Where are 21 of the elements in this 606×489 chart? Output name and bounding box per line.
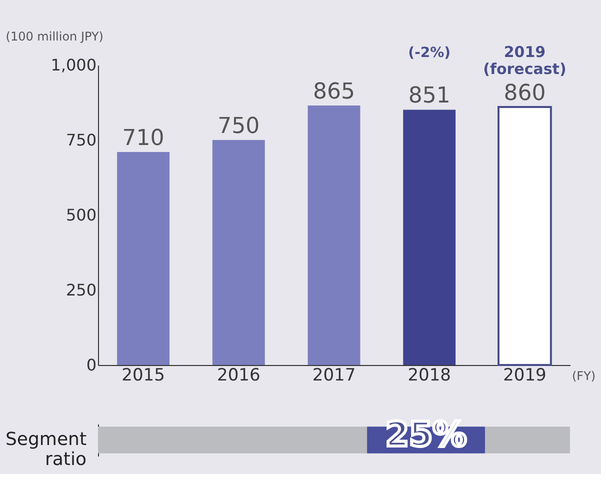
data-label: 865 <box>313 80 355 104</box>
annotation: 2019 (forecast) <box>483 43 566 78</box>
data-label: 750 <box>218 114 260 139</box>
y-tick-label: 1,000 <box>50 56 96 74</box>
y-tick-label: 750 <box>66 130 96 150</box>
text: (-2%) <box>408 45 451 61</box>
data-label: 710 <box>122 126 164 151</box>
y-tick-label: Segment ratio <box>6 429 86 470</box>
data-label: 860 <box>504 81 546 106</box>
data-label: 851 <box>408 84 450 109</box>
x-axis-title: (FY) <box>572 369 596 383</box>
x-tick-label: 2016 <box>217 366 260 386</box>
data-label: 25% <box>385 415 467 455</box>
x-tick-label: 2018 <box>408 366 451 386</box>
y-tick-label: 250 <box>66 280 96 300</box>
y-tick-label: 0 <box>86 356 96 374</box>
x-tick-label: 2017 <box>312 366 356 386</box>
x-tick-label: 2015 <box>122 366 165 386</box>
y-axis-title: (100 million JPY) <box>6 30 104 44</box>
y-tick-label: 500 <box>66 206 96 224</box>
x-tick-label: 2019 <box>503 366 546 386</box>
